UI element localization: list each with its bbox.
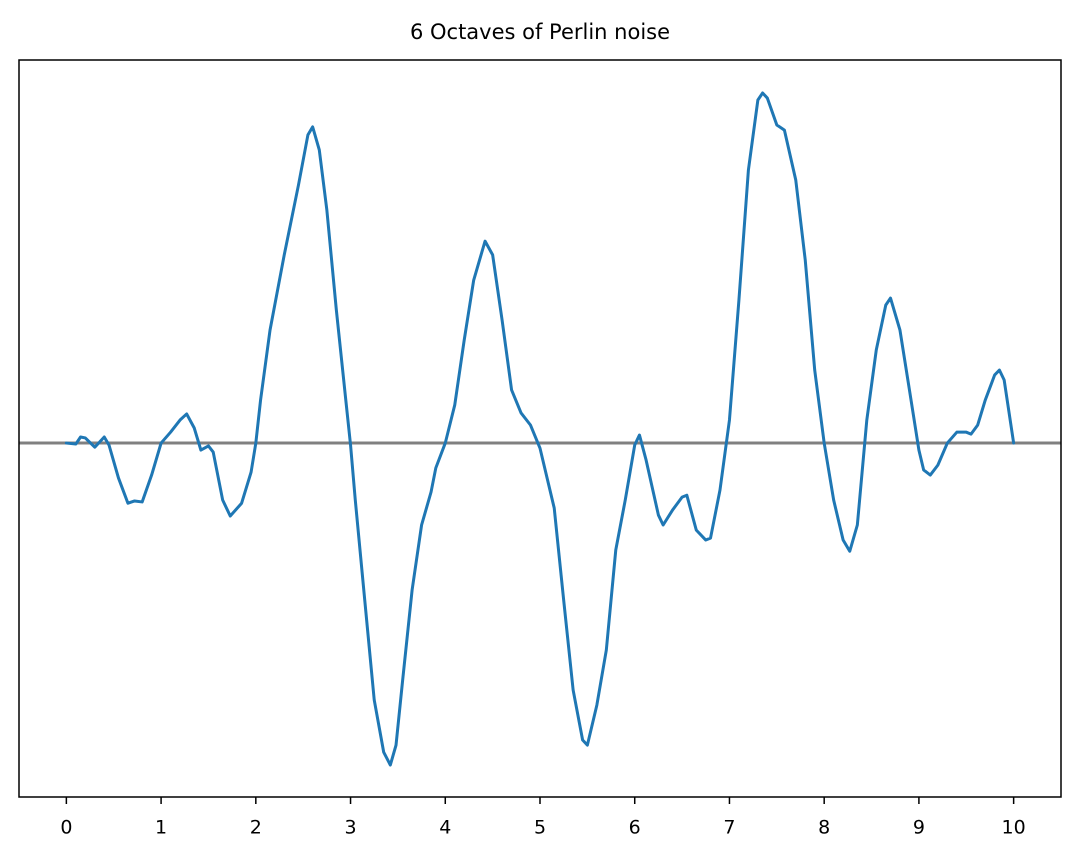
x-tick-label: 5 [534,817,546,839]
x-tick-label: 7 [723,817,735,839]
x-tick-label: 10 [1002,817,1026,839]
line-series [64,91,1016,767]
x-tick-label: 1 [155,817,167,839]
x-tick-label: 8 [818,817,830,839]
plot-frame [18,59,1062,798]
x-tick-label: 9 [913,817,925,839]
x-tick-label: 2 [250,817,262,839]
x-tick-label: 3 [344,817,356,839]
chart-title: 6 Octaves of Perlin noise [410,20,670,44]
x-tick-label: 6 [629,817,641,839]
x-tick-label: 0 [60,817,72,839]
x-tick-label: 4 [439,817,451,839]
